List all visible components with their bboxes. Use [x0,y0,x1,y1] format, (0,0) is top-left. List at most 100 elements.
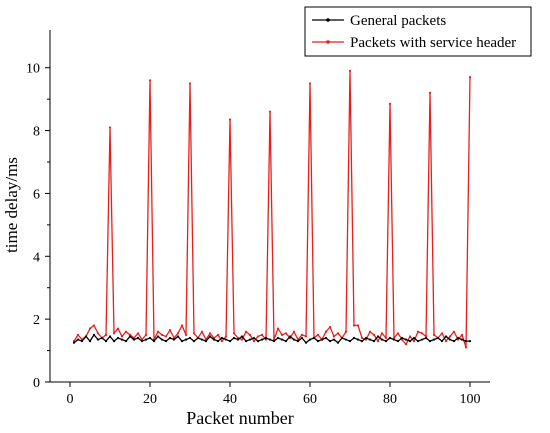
data-point [84,335,88,338]
data-point [408,335,412,338]
data-point [196,336,200,340]
data-point [112,332,116,335]
series-service-header-packets [72,69,472,349]
y-ticks: 0 2 4 6 8 10 [26,62,50,391]
data-point [388,102,392,105]
data-point [216,340,220,343]
data-point [416,330,420,333]
data-point [128,333,132,336]
data-point [76,338,80,341]
data-point [160,333,164,336]
data-point [160,338,164,341]
x-tick-label: 20 [143,392,157,407]
y-tick-label: 4 [33,250,40,265]
data-point [396,340,400,343]
data-point [228,118,232,121]
data-point [192,340,196,343]
data-point [244,330,248,333]
data-point [296,340,300,343]
plot-area: 0 20 40 60 80 100 0 2 4 6 8 10 [26,30,490,407]
data-point [320,338,324,341]
data-point [360,340,364,343]
data-point [220,336,224,340]
y-tick-label: 0 [33,376,40,391]
x-axis-title: Packet number [186,408,293,428]
data-point [336,341,340,344]
data-point [404,343,408,346]
legend-marker-service [326,40,330,44]
data-point [92,324,96,327]
data-point [408,340,412,343]
data-point [224,338,228,341]
data-point [416,340,420,343]
data-point [224,335,228,338]
data-point [96,332,100,335]
data-point [148,79,152,82]
data-point [104,340,108,343]
data-point [164,340,168,343]
data-point [256,335,260,338]
data-point [392,338,396,341]
data-point [240,338,244,341]
data-point [352,324,356,327]
data-point [400,336,404,340]
x-ticks: 0 20 40 60 80 100 [67,382,481,407]
series-layer [72,69,472,349]
data-point [316,340,320,343]
series-line [73,70,471,349]
data-point [380,332,384,335]
data-point [260,338,264,341]
data-point [264,338,268,341]
data-point [364,336,368,340]
data-point [348,340,352,343]
data-point [128,335,132,338]
data-point [116,336,120,340]
data-point [212,338,216,341]
data-point [428,91,432,94]
data-point [260,333,264,336]
data-point [164,335,168,338]
data-point [396,332,400,335]
data-point [280,333,284,336]
data-point [308,338,312,341]
data-point [300,333,304,336]
data-point [468,340,472,343]
data-point [116,327,120,330]
data-point [412,336,416,340]
data-point [372,340,376,343]
series-general-packets [72,333,472,344]
data-point [248,333,252,336]
data-point [92,333,96,336]
data-point [124,340,128,343]
y-tick-label: 10 [26,62,40,77]
data-point [368,338,372,341]
data-point [392,336,396,340]
data-point [460,338,464,341]
data-point [324,336,328,340]
data-point [176,335,180,338]
data-point [456,336,460,340]
data-point [216,333,220,336]
data-point [268,338,272,341]
data-point [120,335,124,338]
data-point [72,341,76,344]
data-point [464,346,468,349]
data-point [312,336,316,340]
data-point [272,340,276,343]
data-point [108,335,112,338]
data-point [452,340,456,343]
data-point [136,336,140,340]
y-tick-label: 6 [33,187,40,202]
data-point [76,333,80,336]
data-point [304,341,308,344]
data-point [236,338,240,341]
data-point [280,338,284,341]
legend-marker-general [326,18,330,22]
data-point [308,82,312,85]
data-point [168,329,172,332]
data-point [348,69,352,72]
data-point [292,330,296,333]
data-point [376,340,380,343]
data-point [380,338,384,341]
legend-box [304,6,532,57]
